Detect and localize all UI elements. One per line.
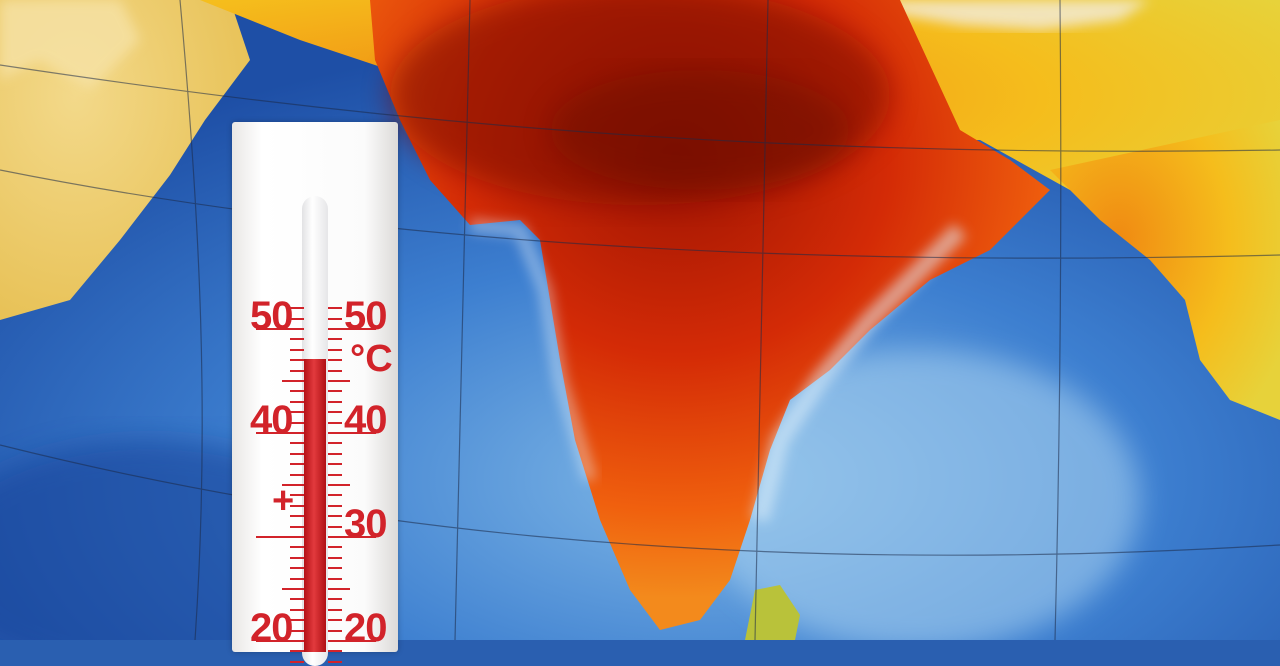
scale-tick-left [282,484,304,486]
scale-tick-left [290,369,304,372]
scale-tick-right [328,504,342,507]
scale-tick-left [290,442,304,445]
scale-tick-left [290,421,304,424]
scale-tick-right [328,328,376,330]
scale-tick-right [328,546,342,549]
ocean-highlight [700,350,1140,640]
coast-glow-east [751,223,967,523]
arabian-highlight [0,0,140,90]
scale-tick-left [282,380,304,382]
unit-celsius-label: °C [350,338,393,380]
coast-glow-west [469,218,597,483]
scale-tick-left [290,452,304,455]
mercury-column [304,359,326,652]
scale-tick-right [328,317,342,320]
scale-tick-right [328,390,342,393]
left-label-40: 40 [250,398,293,442]
scale-tick-right [328,400,342,403]
right-label-50: 50 [344,294,387,338]
left-label-20: 20 [250,606,293,650]
scale-tick-right [328,380,350,382]
scale-tick-left [290,317,304,320]
scale-tick-left [256,640,304,642]
scale-tick-left [256,432,304,434]
scale-tick-right [328,608,342,611]
scale-tick-left [282,588,304,590]
scale-tick-left [256,536,304,538]
scale-tick-right [328,660,342,663]
left-label-50: 50 [250,294,293,338]
scale-tick-right [328,421,342,424]
scale-tick-right [328,567,342,570]
scale-tick-left [290,629,304,632]
scale-tick-left [290,567,304,570]
scale-tick-right [328,411,342,414]
scale-tick-right [328,359,342,362]
scale-tick-right [328,536,376,538]
scale-tick-right [328,629,342,632]
scale-tick-right [328,619,342,622]
sri-lanka [745,585,800,640]
right-label-30: 30 [344,502,387,546]
scale-tick-right [328,432,376,434]
scale-tick-left [290,546,304,549]
scale-tick-left [290,359,304,362]
scale-tick-left [290,598,304,601]
heat-map-background [0,0,1280,640]
scale-tick-right [328,640,376,642]
right-label-40: 40 [344,398,387,442]
scale-tick-left [290,473,304,476]
scale-tick-right [328,556,342,559]
scale-tick-right [328,484,350,486]
scale-tick-left [290,608,304,611]
scale-tick-left [290,650,304,653]
scale-tick-right [328,588,350,590]
scale-tick-right [328,650,342,653]
scale-tick-left [290,338,304,341]
mountains-snow [870,0,1150,30]
scale-tick-left [256,328,304,330]
scale-tick-left [290,307,304,310]
scale-tick-right [328,307,342,310]
arabian-land [0,0,250,320]
scale-tick-left [290,390,304,393]
scale-tick-left [290,556,304,559]
scale-tick-right [328,348,342,351]
scale-tick-right [328,442,342,445]
scale-tick-right [328,494,342,497]
scale-tick-right [328,473,342,476]
scale-tick-right [328,525,342,528]
map-svg [0,0,1280,640]
scale-tick-left [290,494,304,497]
scale-tick-right [328,338,342,341]
scale-tick-right [328,598,342,601]
plus-sign: + [272,480,295,522]
scale-tick-left [290,504,304,507]
heat-core-inner [550,70,850,190]
east-land [1050,120,1280,420]
scale-tick-left [290,619,304,622]
scale-tick-left [290,411,304,414]
thermometer: 50 40 20 50 40 30 20 °C + [232,122,398,666]
scale-tick-right [328,463,342,466]
scale-tick-left [290,515,304,518]
scale-tick-left [290,463,304,466]
scale-tick-right [328,515,342,518]
scale-tick-right [328,369,342,372]
scale-tick-left [290,348,304,351]
scale-tick-left [290,660,304,663]
scale-tick-left [290,525,304,528]
scale-tick-left [290,577,304,580]
right-label-20: 20 [344,606,387,650]
scale-tick-right [328,452,342,455]
scale-tick-left [290,400,304,403]
scale-tick-right [328,577,342,580]
